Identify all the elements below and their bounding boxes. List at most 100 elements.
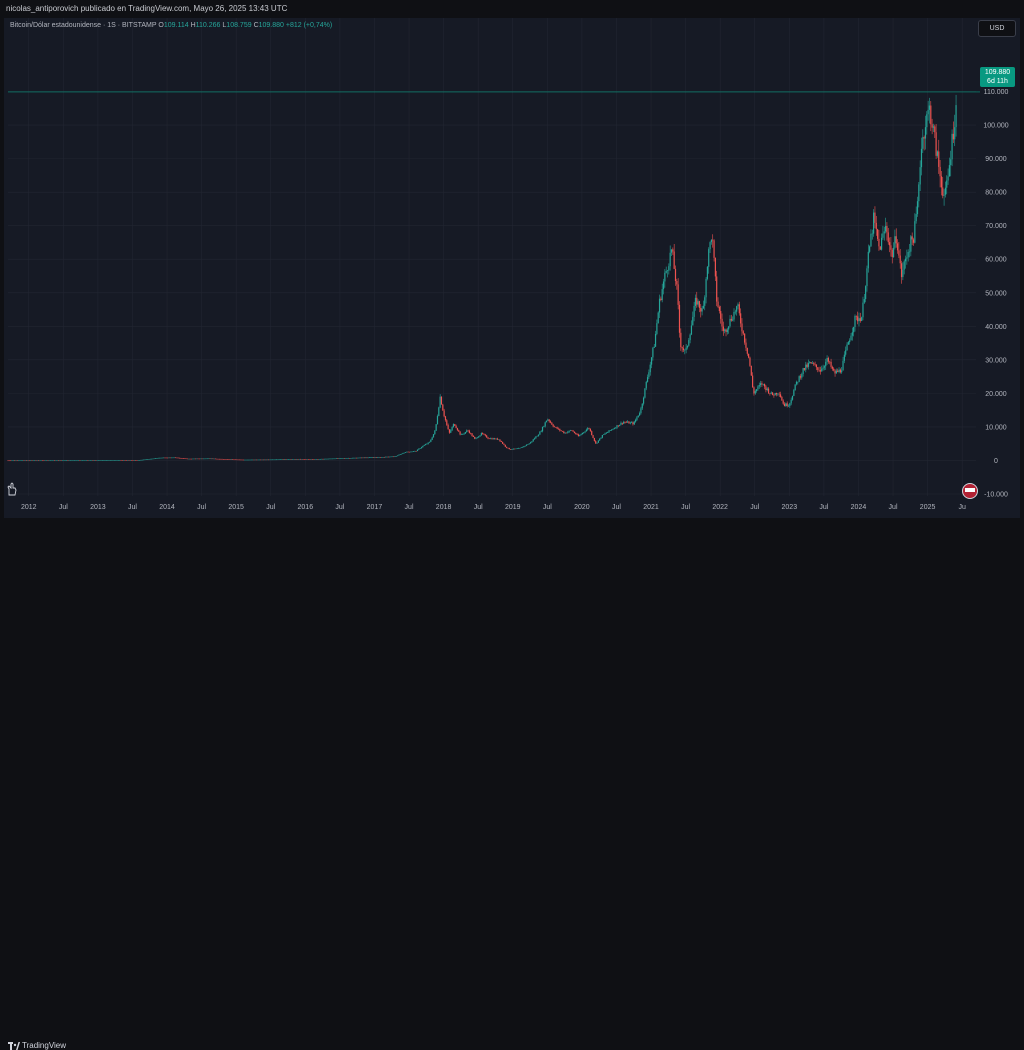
- candle-body: [329, 458, 331, 460]
- y-tick-label: 10.000: [985, 424, 1007, 431]
- candle-body: [365, 457, 367, 459]
- candle-body: [76, 460, 78, 462]
- candle-body: [904, 258, 907, 262]
- candle-body: [874, 212, 876, 223]
- hand-icon[interactable]: [6, 482, 18, 496]
- candle-body: [358, 457, 360, 459]
- candle-body: [529, 442, 532, 444]
- candle-body: [172, 457, 174, 459]
- candle-body: [192, 458, 194, 460]
- candle-body: [325, 458, 327, 460]
- candle-body: [52, 460, 54, 462]
- candle-body: [638, 413, 641, 416]
- candle-body: [92, 460, 94, 462]
- candle-body: [810, 362, 812, 364]
- candle-body: [482, 433, 484, 434]
- candle-body: [684, 349, 686, 351]
- candle-body: [305, 459, 307, 460]
- candle-body: [665, 271, 667, 273]
- candle-body: [531, 441, 533, 443]
- candle-body: [30, 460, 32, 462]
- chart-area[interactable]: [4, 18, 1020, 518]
- candle-body: [318, 459, 320, 460]
- candle-body: [136, 460, 138, 461]
- candle-body: [612, 429, 614, 430]
- candle-body: [778, 393, 780, 395]
- candle-body: [766, 388, 768, 391]
- candle-body: [571, 430, 573, 432]
- candle-body: [726, 329, 728, 333]
- chart-grid: [8, 18, 980, 496]
- candle-body: [537, 434, 540, 436]
- change-value: +812 (+0,74%): [285, 22, 333, 29]
- candle-body: [55, 460, 57, 462]
- candle-body: [374, 457, 376, 458]
- candle-body: [217, 458, 219, 460]
- candle-body: [915, 214, 917, 222]
- candle-body: [479, 435, 481, 437]
- tradingview-brand[interactable]: TradingView: [22, 1041, 67, 1050]
- candle-body: [499, 439, 501, 442]
- candle-body: [603, 434, 605, 435]
- candle-body: [681, 347, 683, 349]
- candle-body: [307, 459, 310, 460]
- candle-body: [799, 376, 802, 378]
- candle-body: [886, 226, 888, 233]
- candle-body: [555, 427, 557, 428]
- candle-body: [595, 440, 597, 444]
- candle-body: [645, 381, 647, 389]
- price-chart[interactable]: 110.000 100.000 90.000 80.000 70.000 60.000 50…: [4, 18, 1020, 518]
- candle-body: [814, 364, 816, 365]
- candle-body: [809, 362, 811, 364]
- candle-body: [23, 460, 25, 462]
- candle-body: [668, 266, 670, 271]
- candle-body: [39, 460, 41, 462]
- candle-body: [302, 459, 304, 460]
- candle-body: [754, 391, 756, 394]
- usd-currency-button[interactable]: USD: [978, 20, 1016, 37]
- candle-body: [139, 460, 141, 461]
- candle-body: [890, 245, 892, 250]
- candle-body: [476, 437, 478, 439]
- candle-body: [71, 460, 73, 462]
- candle-body: [863, 299, 865, 303]
- candle-body: [951, 133, 953, 160]
- candle-body: [503, 443, 505, 445]
- x-tick-label: Jul: [59, 504, 68, 511]
- y-tick-label: 70.000: [985, 223, 1007, 230]
- candle-body: [140, 459, 142, 461]
- candle-body: [375, 457, 377, 458]
- candle-body: [256, 459, 258, 461]
- candle-body: [35, 460, 37, 462]
- candle-body: [912, 239, 915, 243]
- candle-body: [494, 438, 496, 440]
- candle-body: [919, 167, 921, 185]
- candle-body: [69, 460, 72, 462]
- candle-body: [11, 460, 13, 462]
- candle-body: [436, 416, 439, 425]
- candle-body: [115, 460, 117, 461]
- tradingview-logo-icon[interactable]: [8, 1042, 20, 1050]
- candle-body: [65, 460, 68, 462]
- candle-body: [334, 458, 336, 460]
- candle-body: [568, 430, 570, 432]
- candle-body: [19, 460, 21, 462]
- candle-body: [745, 342, 747, 348]
- candle-body: [725, 329, 727, 333]
- candle-body: [16, 460, 18, 462]
- candle-body: [148, 459, 150, 460]
- candle-body: [216, 458, 218, 460]
- us-flag-icon[interactable]: [962, 483, 978, 499]
- candle-body: [303, 459, 306, 460]
- candle-body: [662, 281, 665, 290]
- candle-body: [289, 459, 291, 460]
- candle-body: [194, 458, 197, 460]
- candle-body: [386, 456, 388, 458]
- candle-body: [797, 381, 799, 383]
- candle-body: [652, 347, 654, 358]
- candle-body: [431, 437, 433, 440]
- candle-body: [395, 456, 397, 457]
- candle-body: [208, 458, 210, 460]
- candle-body: [366, 457, 368, 459]
- candle-body: [84, 460, 86, 462]
